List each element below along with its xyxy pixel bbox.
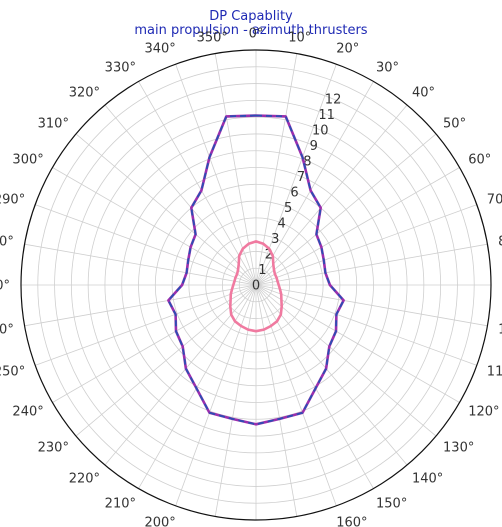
- angle-tick-label: 250°: [0, 365, 25, 380]
- angular-gridline: [255, 81, 374, 286]
- angular-gridline: [214, 53, 257, 286]
- angle-tick-label: 10°: [288, 30, 311, 45]
- angle-labels: 0°10°20°30°40°50°60°70°80°90°100°110°120…: [0, 27, 502, 527]
- radial-tick-label: 1: [258, 263, 266, 278]
- angle-tick-label: 280°: [0, 235, 14, 250]
- angular-gridline: [255, 133, 437, 286]
- angular-gridline: [138, 81, 257, 286]
- angle-tick-label: 290°: [0, 192, 25, 207]
- angle-tick-label: 0°: [249, 27, 264, 42]
- radial-tick-label: 5: [284, 201, 292, 216]
- angle-tick-label: 260°: [0, 322, 14, 337]
- radial-tick-label: 8: [303, 154, 311, 169]
- series-line-1: [229, 240, 283, 333]
- angle-tick-label: 40°: [412, 85, 435, 100]
- angular-gridline: [255, 284, 477, 366]
- angular-gridline: [214, 284, 257, 517]
- angle-tick-label: 200°: [144, 515, 175, 527]
- angle-tick-label: 70°: [487, 192, 502, 207]
- radial-tick-label: 12: [325, 92, 342, 107]
- angular-gridline: [255, 284, 337, 506]
- angular-gridline: [255, 104, 408, 286]
- radial-tick-label: 4: [278, 216, 286, 231]
- radial-tick-label: 7: [297, 170, 305, 185]
- angular-gridline: [175, 64, 257, 286]
- angular-gridline: [255, 167, 460, 286]
- chart-subtitle: main propulsion - azimuth thrusters: [134, 23, 368, 38]
- angle-tick-label: 100°: [498, 322, 502, 337]
- angular-gridline: [24, 243, 257, 286]
- radial-tick-label: 6: [290, 185, 298, 200]
- angular-gridline: [104, 104, 257, 286]
- angle-tick-label: 320°: [69, 85, 100, 100]
- radial-tick-label: 0: [252, 279, 260, 294]
- angle-tick-label: 310°: [38, 117, 69, 132]
- angular-gridline: [255, 284, 460, 403]
- chart-title: DP Capablity: [209, 9, 293, 24]
- chart-title-block: DP Capablity main propulsion - azimuth t…: [0, 10, 502, 38]
- angular-gridline: [255, 243, 488, 286]
- angular-gridline: [255, 284, 437, 437]
- angle-tick-label: 340°: [144, 42, 175, 57]
- angle-tick-label: 60°: [468, 153, 491, 168]
- angular-gridline: [255, 53, 298, 286]
- angular-gridline: [75, 284, 257, 437]
- angle-tick-label: 110°: [487, 365, 502, 380]
- angular-gridline: [24, 284, 257, 327]
- angle-tick-label: 330°: [105, 60, 136, 75]
- radial-tick-label: 9: [310, 139, 318, 154]
- angle-tick-label: 240°: [12, 405, 43, 420]
- angular-gridline: [75, 133, 257, 286]
- angle-tick-label: 150°: [376, 497, 407, 512]
- angular-gridline: [35, 284, 257, 366]
- radial-tick-label: 2: [265, 247, 273, 262]
- angle-tick-label: 230°: [38, 440, 69, 455]
- angular-gridline: [255, 204, 477, 286]
- angular-gridline: [52, 167, 257, 286]
- angular-gridline: [138, 284, 257, 489]
- angle-tick-label: 270°: [0, 279, 10, 294]
- angular-gridline: [255, 284, 298, 517]
- series-group: [167, 114, 345, 426]
- angle-tick-label: 50°: [443, 117, 466, 132]
- angle-tick-label: 130°: [443, 440, 474, 455]
- angle-tick-label: 120°: [468, 405, 499, 420]
- angle-tick-label: 160°: [336, 515, 367, 527]
- angular-gridline: [255, 284, 374, 489]
- angular-gridline: [255, 284, 488, 327]
- angle-tick-label: 30°: [376, 60, 399, 75]
- polar-frame: [20, 49, 492, 521]
- radial-tick-label: 11: [318, 108, 335, 123]
- angle-tick-label: 20°: [336, 42, 359, 57]
- radial-tick-label: 3: [271, 232, 279, 247]
- radial-tick-label: 10: [312, 123, 329, 138]
- angular-gridline: [35, 204, 257, 286]
- angle-tick-label: 300°: [12, 153, 43, 168]
- angular-gridline: [52, 284, 257, 403]
- angular-gridline: [255, 284, 408, 466]
- angle-tick-label: 220°: [69, 472, 100, 487]
- angle-tick-label: 80°: [498, 235, 502, 250]
- angular-gridline: [175, 284, 257, 506]
- angle-tick-label: 350°: [197, 30, 228, 45]
- angle-tick-label: 210°: [105, 497, 136, 512]
- series-line-2: [167, 114, 345, 426]
- angle-tick-label: 140°: [412, 472, 443, 487]
- angular-gridline: [104, 284, 257, 466]
